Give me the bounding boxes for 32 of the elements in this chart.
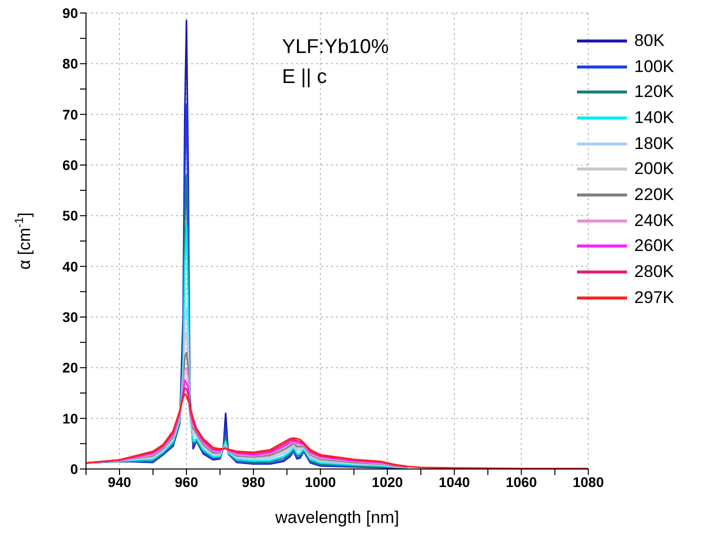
x-tick-label: 1040	[438, 474, 470, 490]
x-tick-label: 1060	[506, 474, 538, 490]
annotation: E || c	[282, 66, 327, 89]
y-tick-label: 10	[62, 410, 78, 426]
x-tick-label: 1000	[304, 474, 336, 490]
y-tick-label: 80	[62, 56, 78, 72]
y-tick-label: 30	[62, 308, 78, 325]
legend-label: 280K	[634, 262, 674, 282]
legend-label: 80K	[634, 30, 665, 51]
y-tick-label: 50	[62, 208, 78, 224]
y-tick-label: 40	[62, 258, 78, 274]
legend-label: 200K	[634, 159, 674, 180]
x-tick-label: 1020	[372, 474, 404, 490]
legend-label: 120K	[634, 82, 674, 102]
y-tick-label: 90	[62, 4, 78, 21]
y-tick-label: 0	[70, 460, 78, 477]
x-axis-title: wavelength [nm]	[274, 508, 400, 527]
x-tick-label: 940	[108, 474, 132, 490]
legend-label: 100K	[634, 56, 674, 77]
legend-label: 220K	[634, 184, 674, 205]
y-tick-label: 20	[62, 360, 78, 376]
legend-label: 260K	[634, 236, 674, 256]
legend-label: 297K	[634, 288, 674, 308]
y-tick-label: 60	[62, 156, 78, 173]
y-tick-label: 70	[62, 106, 78, 122]
x-tick-label: 960	[174, 474, 198, 490]
legend-label: 140K	[634, 108, 674, 128]
x-tick-label: 980	[242, 474, 266, 490]
legend-label: 180K	[634, 134, 674, 154]
annotation: YLF:Yb10%	[282, 36, 389, 59]
x-tick-label: 1080	[572, 474, 604, 490]
legend-label: 240K	[634, 210, 674, 231]
